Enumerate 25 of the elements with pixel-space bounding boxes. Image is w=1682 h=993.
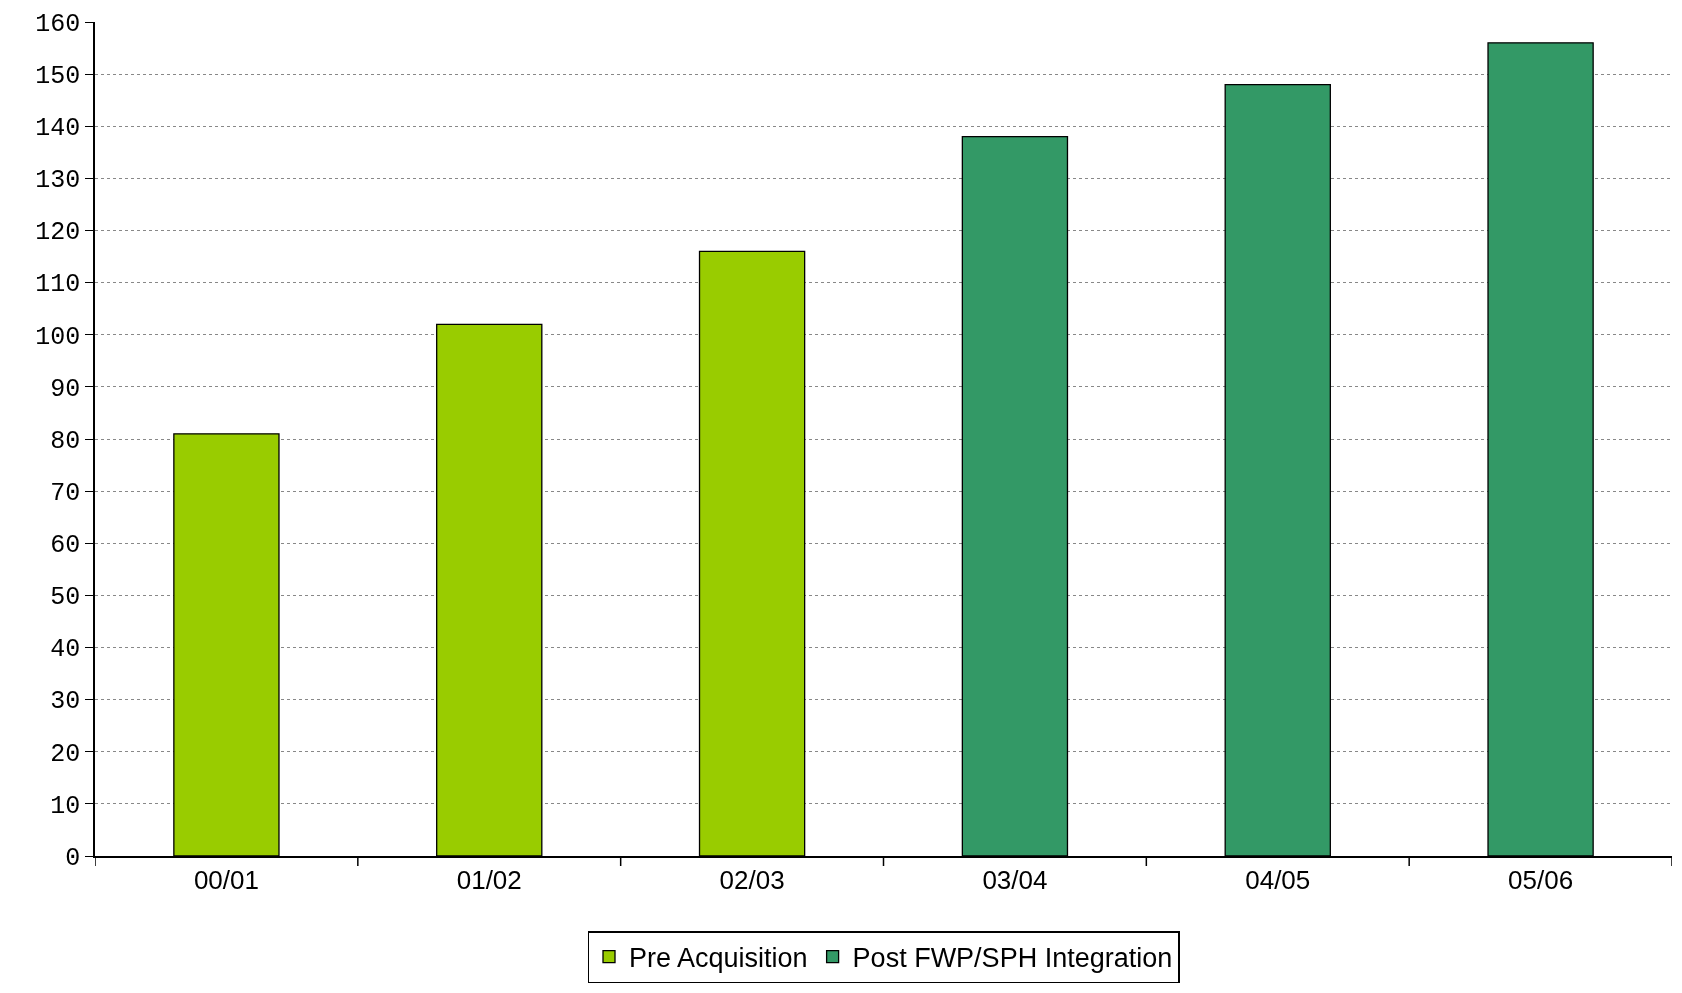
y-tick-label: 130 [35,166,81,196]
x-tick-label: 02/03 [719,864,785,895]
y-tick-label: 80 [50,426,81,456]
y-tick-label: 20 [50,739,81,769]
x-tick-label: 01/02 [456,864,522,895]
y-tick-label: 100 [35,322,81,352]
y-tick-label: 0 [65,843,81,873]
x-tick-label: 05/06 [1508,864,1574,895]
y-tick-label: 160 [35,9,81,39]
y-tick-label: 140 [35,114,81,143]
legend-label: Post FWP/SPH Integration [852,943,1173,974]
y-tick-label: 150 [35,61,81,91]
y-tick-label: 10 [50,791,81,821]
x-tick-label: 03/04 [982,864,1048,895]
y-tick-label: 50 [50,583,81,613]
y-tick-label: 40 [50,635,81,665]
y-tick-label: 90 [50,374,81,404]
x-tick-label: 00/01 [193,864,259,895]
y-tick-label: 30 [50,687,81,717]
y-tick-label: 70 [50,478,81,508]
y-tick-label: 60 [50,531,81,560]
y-tick-label: 110 [35,270,81,300]
y-tick-label: 120 [35,218,81,248]
x-tick-label: 04/05 [1245,864,1311,895]
legend-label: Pre Acquisition [629,943,808,974]
